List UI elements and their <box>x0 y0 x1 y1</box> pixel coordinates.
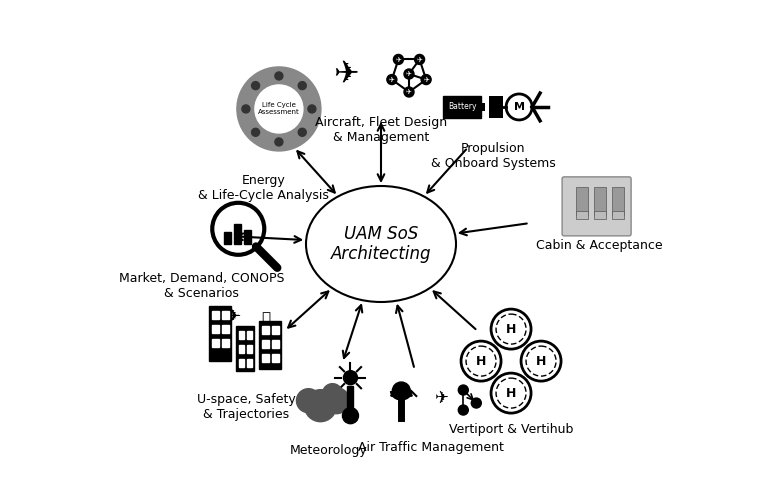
Polygon shape <box>489 96 503 118</box>
Text: H: H <box>506 386 516 400</box>
FancyArrowPatch shape <box>288 291 328 327</box>
Circle shape <box>298 128 306 136</box>
Bar <box>347 386 354 414</box>
Circle shape <box>322 384 342 404</box>
Bar <box>262 354 269 362</box>
Bar <box>239 359 244 367</box>
Circle shape <box>305 390 337 422</box>
Text: H: H <box>536 355 546 367</box>
Bar <box>212 339 219 347</box>
Text: H: H <box>506 323 516 336</box>
Bar <box>234 224 242 244</box>
Text: Battery: Battery <box>448 102 476 111</box>
FancyArrowPatch shape <box>434 291 475 329</box>
FancyBboxPatch shape <box>562 177 631 236</box>
Text: M: M <box>514 102 524 112</box>
Bar <box>212 325 219 333</box>
Text: H: H <box>475 355 486 367</box>
Text: U-space, Safety
& Trajectories: U-space, Safety & Trajectories <box>197 393 296 421</box>
Bar <box>212 311 219 319</box>
Bar <box>576 187 588 215</box>
Text: UAM SoS
Architecting: UAM SoS Architecting <box>331 224 431 264</box>
Bar <box>224 232 232 244</box>
Bar <box>222 339 229 347</box>
Circle shape <box>251 81 260 90</box>
Circle shape <box>342 407 358 424</box>
Bar <box>262 340 269 348</box>
Text: ✈: ✈ <box>423 77 429 82</box>
Text: ✈: ✈ <box>417 57 422 62</box>
FancyArrowPatch shape <box>236 233 301 243</box>
Text: Life Cycle
Assessment: Life Cycle Assessment <box>258 102 299 116</box>
Circle shape <box>255 85 303 133</box>
Circle shape <box>344 371 357 385</box>
Text: ✈: ✈ <box>333 60 359 88</box>
Circle shape <box>404 87 414 97</box>
Circle shape <box>237 67 321 151</box>
Text: ✈: ✈ <box>389 77 395 82</box>
Bar <box>262 326 269 334</box>
Text: Propulsion
& Onboard Systems: Propulsion & Onboard Systems <box>431 142 555 170</box>
Circle shape <box>298 81 306 90</box>
Bar <box>272 326 279 334</box>
FancyArrowPatch shape <box>427 149 466 193</box>
Bar <box>259 321 281 369</box>
Bar <box>222 311 229 319</box>
Circle shape <box>275 72 283 80</box>
Bar <box>239 345 244 353</box>
Circle shape <box>471 398 482 408</box>
Circle shape <box>242 105 250 113</box>
Text: Meteorology: Meteorology <box>290 444 367 457</box>
Bar <box>236 326 254 371</box>
Bar <box>594 187 606 215</box>
Bar <box>272 354 279 362</box>
Circle shape <box>458 385 469 395</box>
Text: ✈: ✈ <box>406 89 412 95</box>
Text: ✈: ✈ <box>406 71 412 77</box>
Circle shape <box>421 75 431 84</box>
Circle shape <box>415 55 424 64</box>
FancyArrowPatch shape <box>396 305 414 367</box>
Circle shape <box>387 75 397 84</box>
Text: Cabin & Acceptance: Cabin & Acceptance <box>536 239 662 252</box>
Circle shape <box>308 105 316 113</box>
Bar <box>209 306 231 361</box>
Circle shape <box>458 405 469 415</box>
Text: Market, Demand, CONOPS
& Scenarios: Market, Demand, CONOPS & Scenarios <box>119 272 284 300</box>
Bar <box>443 96 481 118</box>
Text: ✈: ✈ <box>225 306 241 325</box>
Text: Vertiport & Vertihub: Vertiport & Vertihub <box>449 423 573 436</box>
Bar <box>272 340 279 348</box>
Bar <box>576 211 588 219</box>
Bar <box>612 187 624 215</box>
Text: ✈: ✈ <box>395 57 402 62</box>
Circle shape <box>296 388 321 413</box>
FancyArrowPatch shape <box>459 224 527 235</box>
Text: ✈: ✈ <box>434 389 448 407</box>
Bar <box>247 345 252 353</box>
Circle shape <box>251 128 260 136</box>
Circle shape <box>275 138 283 146</box>
Text: 🚁: 🚁 <box>261 312 271 326</box>
Text: Energy
& Life-Cycle Analysis: Energy & Life-Cycle Analysis <box>198 174 329 202</box>
Circle shape <box>323 387 350 414</box>
FancyArrowPatch shape <box>378 124 384 181</box>
Bar <box>612 211 624 219</box>
Bar <box>222 325 229 333</box>
Circle shape <box>404 69 414 79</box>
Bar <box>481 102 485 111</box>
Bar <box>247 331 252 339</box>
Bar <box>247 359 252 367</box>
FancyArrowPatch shape <box>297 151 335 193</box>
Circle shape <box>393 55 403 64</box>
Bar <box>594 211 606 219</box>
Circle shape <box>392 382 410 400</box>
Text: Aircraft, Fleet Design
& Management: Aircraft, Fleet Design & Management <box>315 116 447 144</box>
Text: Air Traffic Management: Air Traffic Management <box>358 441 504 454</box>
Bar <box>245 230 251 244</box>
FancyArrowPatch shape <box>343 305 362 358</box>
Bar <box>239 331 244 339</box>
